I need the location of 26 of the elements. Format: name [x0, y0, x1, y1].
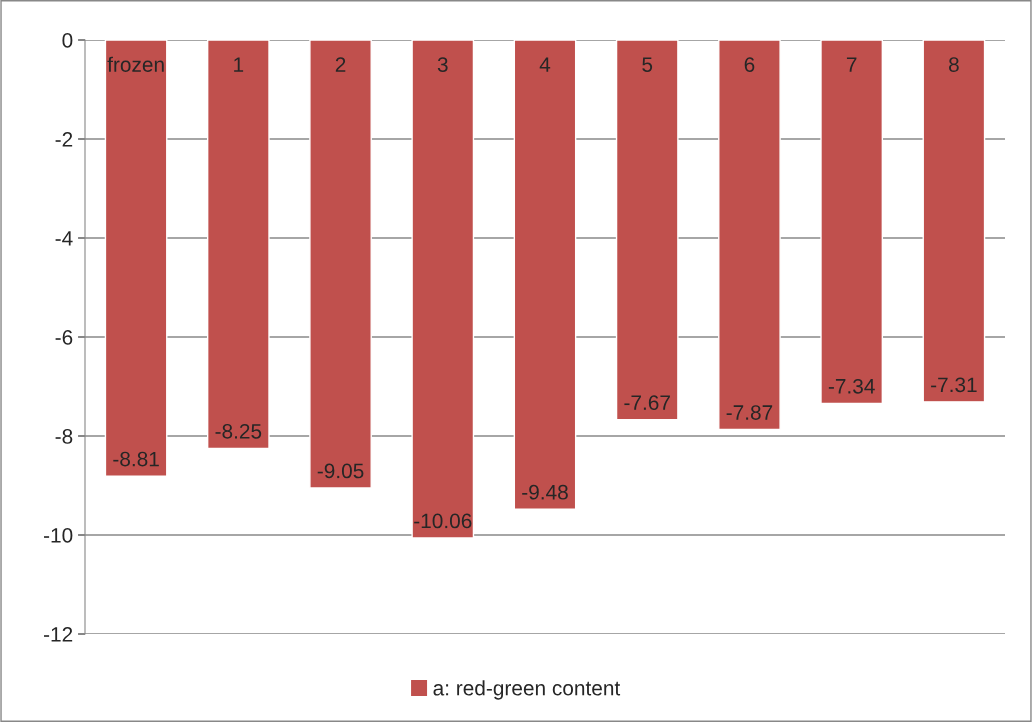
data-label: -9.05: [317, 463, 364, 479]
x-tick-label: 1: [234, 57, 244, 72]
x-tick-label: 5: [642, 57, 653, 72]
x-tick-label: 4: [539, 57, 551, 72]
y-tick-label: -10: [44, 528, 73, 543]
y-tick-label: 0: [62, 33, 73, 48]
x-tick-label: 6: [744, 57, 755, 72]
data-label: -8.81: [113, 451, 159, 467]
y-tick-label: -6: [55, 330, 73, 345]
x-tick-label: 7: [846, 57, 857, 72]
data-label: -7.31: [931, 377, 977, 393]
data-label: -7.87: [726, 405, 773, 420]
data-label: -7.34: [828, 378, 875, 394]
x-tick-label: 3: [437, 57, 448, 72]
x-tick-label: 8: [949, 57, 959, 72]
data-label: -10.06: [414, 513, 472, 529]
y-tick-label: -12: [44, 627, 73, 642]
data-label: -7.67: [624, 395, 670, 410]
x-tick-label: 2: [335, 57, 346, 72]
legend-label: a: red-green content: [433, 680, 621, 700]
y-tick-label: -2: [55, 132, 73, 147]
y-tick-label: -8: [55, 429, 73, 444]
data-label: -8.25: [215, 423, 262, 439]
x-tick-label: frozen: [107, 56, 164, 72]
y-tick-label: -4: [55, 231, 73, 246]
data-label: -9.48: [522, 484, 568, 500]
